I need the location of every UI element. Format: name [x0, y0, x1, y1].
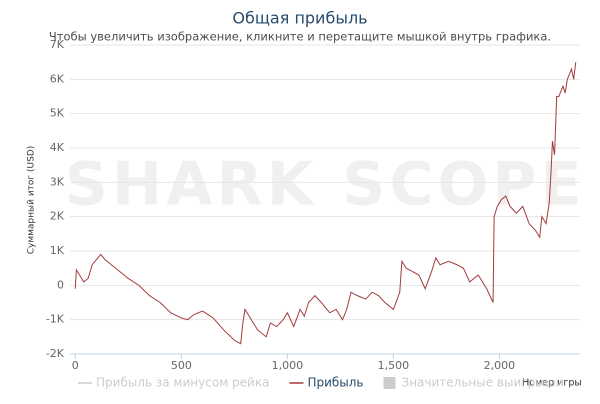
- y-tick-label: 5K: [50, 107, 65, 120]
- legend-symbol: [383, 377, 396, 389]
- y-tick-label: -2K: [46, 347, 65, 360]
- y-tick-label: 3K: [50, 175, 65, 188]
- y-tick-label: 4K: [50, 141, 65, 154]
- y-tick-label: 1K: [50, 244, 65, 257]
- x-tick-label: 500: [171, 359, 192, 372]
- chart-subtitle: Чтобы увеличить изображение, кликните и …: [49, 30, 551, 44]
- y-tick-label: 7K: [50, 38, 65, 51]
- x-tick-label: 1,000: [272, 359, 304, 372]
- y-axis-label: Суммарный итог (USD): [27, 146, 37, 255]
- y-tick-label: 0: [57, 278, 64, 291]
- x-tick-label: 2,000: [484, 359, 516, 372]
- line-series: [74, 62, 577, 345]
- watermark: SHARK SCOPE: [65, 150, 586, 220]
- x-tick-label: 0: [72, 359, 79, 372]
- x-axis-label: Номер игры: [522, 378, 582, 389]
- y-tick-label: -1K: [46, 313, 65, 326]
- legend-item[interactable]: Прибыль: [307, 376, 363, 390]
- chart-title: Общая прибыль: [232, 9, 367, 28]
- y-tick-label: 6K: [50, 72, 65, 85]
- y-tick-label: 2K: [50, 210, 65, 223]
- legend-item[interactable]: Значительные выигрыши: [402, 376, 564, 390]
- x-tick-label: 1,500: [378, 359, 410, 372]
- legend-item[interactable]: Прибыль за минусом рейка: [96, 376, 269, 390]
